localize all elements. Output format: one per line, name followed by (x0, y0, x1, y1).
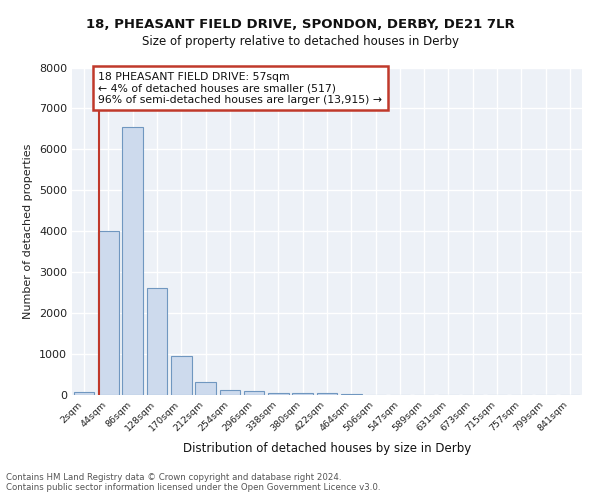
Bar (122, 127, 143, 395)
X-axis label: Distribution of detached houses by size in Derby: Distribution of detached houses by size … (183, 442, 471, 455)
Bar (146, 288, 167, 395)
Bar (244, 391, 265, 395)
Bar (292, 392, 313, 395)
Text: 18 PHEASANT FIELD DRIVE: 57sqm
← 4% of detached houses are smaller (517)
96% of : 18 PHEASANT FIELD DRIVE: 57sqm ← 4% of d… (98, 72, 382, 105)
Y-axis label: Number of detached properties: Number of detached properties (23, 144, 34, 319)
Bar (341, 394, 362, 395)
Text: Contains HM Land Registry data © Crown copyright and database right 2024.: Contains HM Land Registry data © Crown c… (6, 473, 341, 482)
Bar (317, 393, 337, 395)
Text: Contains public sector information licensed under the Open Government Licence v3: Contains public sector information licen… (6, 483, 380, 492)
Bar (74, 392, 94, 395)
Text: 18, PHEASANT FIELD DRIVE, SPONDON, DERBY, DE21 7LR: 18, PHEASANT FIELD DRIVE, SPONDON, DERBY… (86, 18, 514, 30)
Bar (195, 382, 216, 395)
Bar (98, 231, 119, 395)
Bar (268, 392, 289, 395)
Bar (171, 356, 191, 395)
Bar (220, 390, 240, 395)
Text: Size of property relative to detached houses in Derby: Size of property relative to detached ho… (142, 35, 458, 48)
